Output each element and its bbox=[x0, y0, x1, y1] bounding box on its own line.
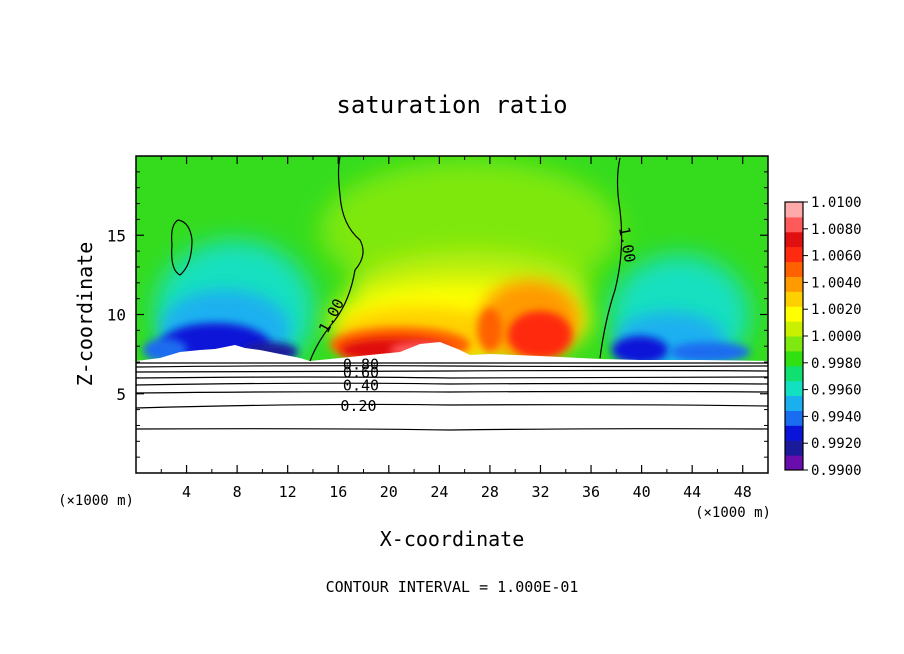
contour-interval-note: CONTOUR INTERVAL = 1.000E-01 bbox=[326, 578, 579, 596]
colorbar-swatch bbox=[785, 365, 803, 382]
x-tick-label: 48 bbox=[734, 483, 752, 501]
x-tick-label: 40 bbox=[633, 483, 651, 501]
colorbar-swatch bbox=[785, 202, 803, 218]
contour-label: 0.80 bbox=[343, 356, 379, 374]
colorbar-swatch bbox=[785, 276, 803, 292]
colorbar-swatch bbox=[785, 246, 803, 263]
y-axis-label: Z-coordinate bbox=[73, 242, 97, 387]
contour-lines bbox=[136, 156, 768, 431]
colorbar-swatch bbox=[785, 380, 803, 397]
x-tick-label: 8 bbox=[233, 483, 242, 501]
x-tick-label: 16 bbox=[329, 483, 347, 501]
chart-title: saturation ratio bbox=[336, 91, 567, 119]
x-axis: 4 8 12 16 20 24 28 32 36 40 44 48 bbox=[160, 156, 752, 501]
colorbar-label: 0.9920 bbox=[811, 436, 862, 452]
colorbar: 1.0100 1.0080 1.0060 1.0040 1.0020 1.0000 0.99… bbox=[784, 195, 862, 479]
contour-label: 0.40 bbox=[343, 376, 379, 394]
colorbar-label: 1.0100 bbox=[811, 195, 862, 211]
x-tick-label: 4 bbox=[182, 483, 191, 501]
colorbar-label: 1.0020 bbox=[811, 302, 862, 318]
colorbar-swatch bbox=[785, 350, 803, 367]
x-tick-label: 44 bbox=[683, 483, 701, 501]
x-tick-label: 24 bbox=[430, 483, 448, 501]
colorbar-swatch bbox=[785, 291, 803, 307]
y-axis: 5 10 15 bbox=[107, 171, 768, 458]
y-tick-label: 10 bbox=[107, 306, 126, 325]
colorbar-swatch bbox=[785, 306, 803, 322]
colorbar-swatch bbox=[785, 321, 803, 337]
x-tick-label: 20 bbox=[380, 483, 398, 501]
colorbar-label: 1.0080 bbox=[811, 222, 862, 238]
colorbar-label: 0.9940 bbox=[811, 409, 862, 425]
colorbar-swatch bbox=[785, 395, 803, 411]
colorbar-swatch bbox=[785, 231, 803, 248]
colorbar-swatch bbox=[785, 440, 803, 456]
contour-label: 0.20 bbox=[340, 397, 376, 415]
x-tick-label: 32 bbox=[531, 483, 549, 501]
x-tick-label: 36 bbox=[582, 483, 600, 501]
colorbar-swatch bbox=[785, 336, 803, 352]
plot-area: 1.001.000.800.600.400.20 bbox=[136, 156, 768, 473]
colorbar-swatch bbox=[785, 425, 803, 441]
x-unit-label: (×1000 m) bbox=[695, 505, 771, 521]
colorbar-swatch bbox=[785, 410, 803, 426]
colorbar-swatch bbox=[785, 455, 803, 471]
y-unit-label: (×1000 m) bbox=[58, 493, 134, 509]
x-tick-label: 28 bbox=[481, 483, 499, 501]
colorbar-swatch bbox=[785, 216, 803, 233]
colorbar-label: 1.0040 bbox=[811, 275, 862, 291]
lower-white-region bbox=[136, 342, 768, 473]
y-tick-label: 15 bbox=[107, 226, 126, 245]
colorbar-swatch bbox=[785, 261, 803, 277]
colorbar-label: 0.9980 bbox=[811, 356, 862, 372]
y-tick-label: 5 bbox=[116, 385, 126, 404]
colorbar-label: 0.9900 bbox=[811, 463, 862, 479]
x-tick-label: 12 bbox=[279, 483, 297, 501]
colorbar-label: 1.0060 bbox=[811, 249, 862, 265]
colorbar-label: 1.0000 bbox=[811, 329, 862, 345]
x-axis-label: X-coordinate bbox=[380, 527, 525, 551]
colorbar-label: 0.9960 bbox=[811, 383, 862, 399]
contour-label: 0.60 bbox=[343, 364, 379, 382]
contour-label: 1.00 bbox=[615, 225, 639, 264]
